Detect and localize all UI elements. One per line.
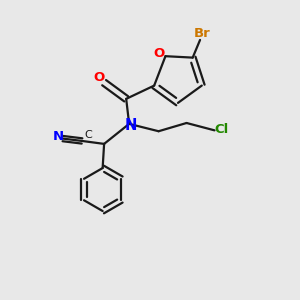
Text: Cl: Cl [215, 123, 229, 136]
Text: Br: Br [194, 27, 211, 40]
Text: O: O [153, 47, 165, 60]
Text: N: N [52, 130, 64, 143]
Text: C: C [84, 130, 92, 140]
Text: N: N [124, 118, 137, 133]
Text: O: O [93, 71, 104, 84]
